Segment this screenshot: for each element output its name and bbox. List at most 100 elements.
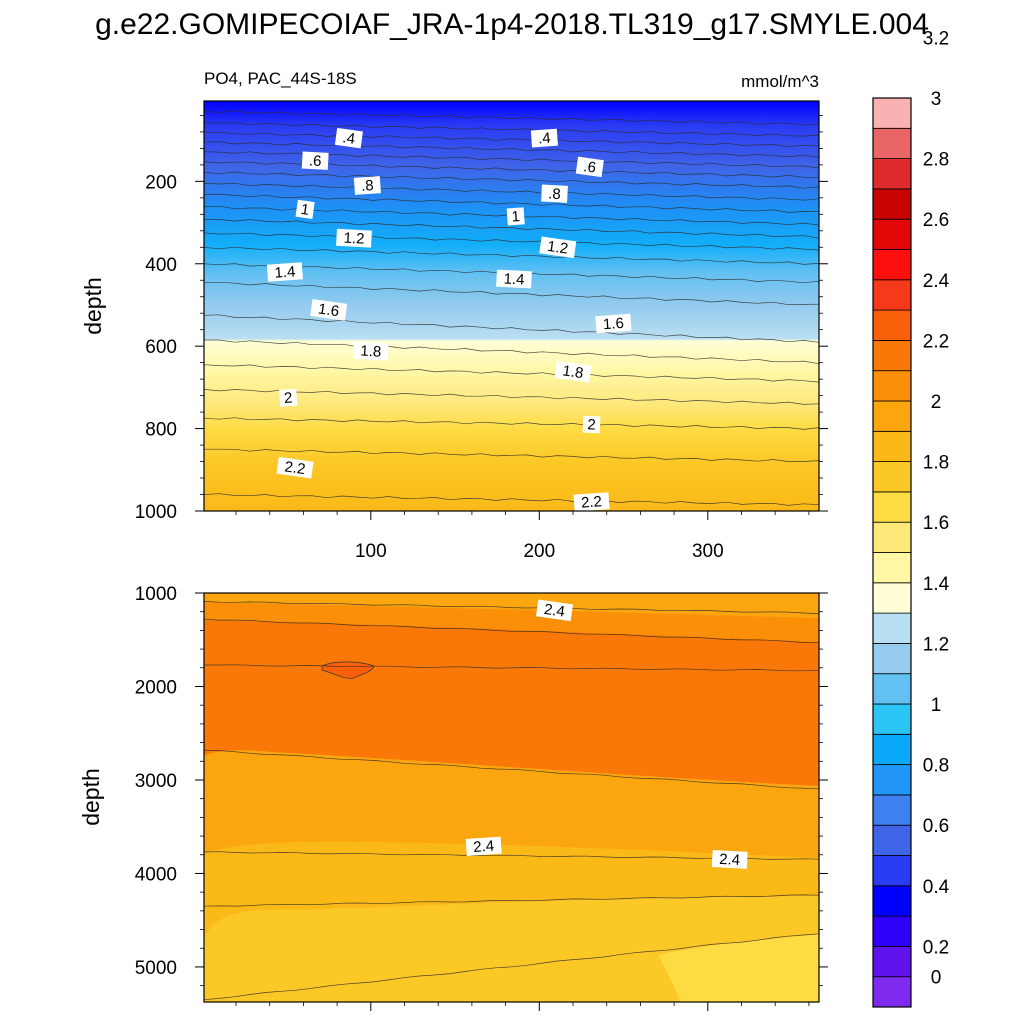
contour-label-text: 1.2 [343,230,365,248]
contour-label: 1.8 [352,341,389,361]
contour-line [203,246,820,265]
contour-label: 2.4 [465,836,502,857]
upper-plot-background [204,101,819,511]
y-tick-label: 800 [145,420,177,441]
contour-label: 1.6 [595,313,632,334]
contour-line [203,193,820,213]
colorbar-swatch [872,885,912,917]
colorbar-swatch [872,794,912,826]
contour-label: .4 [530,128,558,148]
colorbar-swatch [872,946,912,978]
contour-label-text: 2 [587,416,596,433]
contour-label-text: 2 [283,389,293,407]
colorbar-swatch [872,370,912,402]
contour-line [203,749,820,790]
contour-label-box [334,127,363,149]
upper-plot-frame [203,100,820,512]
colorbar-swatch [872,673,912,705]
lower-band-above-2.6 [321,661,375,679]
colorbar-label: 1 [931,695,942,716]
contour-label: 2.2 [573,492,610,512]
colorbar-label: 2.8 [923,150,949,171]
contour-label-box [575,156,604,178]
lower-band-2.4-2.5 [204,602,819,642]
colorbar-swatch [872,218,912,250]
contour-line [203,618,820,644]
contour-label-text: .8 [548,185,561,203]
contour-line [203,122,820,137]
contour-label: 1.4 [266,262,303,282]
contour-label: 1 [506,207,525,226]
contour-label-text: 1.2 [546,238,569,258]
lower-panel: 2.4 2.4 2.4 1000 2000 3000 4000 5000 depth [78,584,828,1011]
contour-label: .8 [353,176,381,195]
contour-line [203,493,820,506]
upper-axes: 100 200 300 200 400 600 800 1000 [135,115,828,562]
colorbar-swatch [872,97,912,129]
contour-label: 1.2 [336,228,372,248]
colorbar-swatch [872,521,912,553]
contour-label-box [276,456,314,479]
contour-line [203,182,820,201]
contour-label-box [301,151,329,170]
contour-label-text: 1 [300,201,311,219]
upper-contour-labels: .4 .4 .6 .6 .8 .8 1 1 1.2 1.2 1.4 1.4 1.6 1.6 1.8 1.8 2 2… [266,127,632,512]
colorbar-swatch [872,279,912,311]
contour-label-text: 1 [511,208,521,226]
lower-plot-frame [203,592,820,1003]
contour-label: 2 [582,415,601,434]
contour-label: 2.2 [276,456,314,479]
contour-label: 1.4 [496,269,532,289]
contour-label-text: 1.4 [274,263,296,281]
contour-label-box [266,262,303,282]
x-tick-label: 300 [692,541,724,562]
contour-label-box [352,341,389,361]
colorbar-swatch [872,158,912,190]
colorbar-swatch [872,643,912,675]
contour-label-text: 1.8 [360,343,382,361]
contour-label-box [295,199,315,220]
contour-label-text: .6 [308,152,321,170]
contour-label-box [530,128,558,148]
contour-label-box [336,228,372,248]
contour-label: .6 [575,156,604,178]
colorbar-label: 0.6 [923,816,949,837]
contour-label: 2 [279,388,298,407]
colorbar-swatch [872,582,912,614]
y-tick-label: 4000 [135,864,177,885]
colorbar-label: 0.2 [923,937,949,958]
contour-label: 1 [295,199,315,220]
colorbar-swatch [872,824,912,856]
upper-subtitle-left: PO4, PAC_44S-18S [204,69,357,88]
contour-line [204,448,820,462]
colorbar-label: 0.4 [923,877,950,898]
contour-label: .8 [541,184,568,203]
contour-label-box [310,299,348,321]
contour-line [203,364,820,383]
contour-label-box [595,313,632,334]
contour-label: 2.4 [535,599,574,622]
upper-subtitle-right: mmol/m^3 [741,72,819,91]
contour-line [203,171,820,189]
colorbar-swatch [872,491,912,523]
figure-title: g.e22.GOMIPECOIAF_JRA-1p4-2018.TL319_g17… [95,8,929,41]
contour-label-box [465,836,502,857]
contour-line [203,894,820,907]
lower-contour-labels: 2.4 2.4 2.4 [465,599,748,869]
colorbar-label: 1.4 [923,574,950,595]
y-tick-label: 600 [145,337,177,358]
lower-band-2.1-2.2 [204,896,819,1002]
contour-label-box [506,207,525,226]
contour-label: 1.6 [310,299,348,321]
lower-y-axis-label: depth [78,768,104,826]
colorbar-swatch [872,764,912,796]
contour-line [203,601,820,614]
colorbar-swatch [872,400,912,432]
y-tick-label: 5000 [135,958,177,979]
contour-line [204,339,820,365]
contour-line [203,110,820,126]
contour-label: 1.2 [539,236,577,259]
contour-label-text: .8 [361,177,375,195]
colorbar-swatch [872,339,912,372]
